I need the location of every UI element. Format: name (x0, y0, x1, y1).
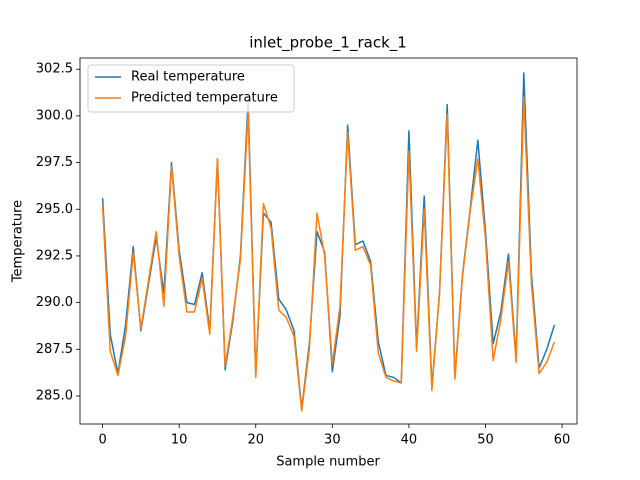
chart-title: inlet_probe_1_rack_1 (249, 34, 407, 53)
y-axis-label: Temperature (11, 200, 26, 283)
data-line (101, 96, 556, 412)
y-tick-label: 285.0 (36, 388, 73, 403)
legend-label: Predicted temperature (131, 91, 278, 106)
x-tick-label: 30 (324, 433, 341, 448)
x-tick-label: 10 (171, 433, 188, 448)
x-tick-label: 20 (247, 433, 264, 448)
x-tick-label: 60 (554, 433, 571, 448)
y-tick-label: 290.0 (36, 295, 73, 310)
y-tick-label: 297.5 (36, 155, 73, 170)
x-tick-label: 0 (98, 433, 106, 448)
y-tick-label: 295.0 (36, 202, 73, 217)
legend-box (87, 64, 295, 113)
x-tick-label: 40 (401, 433, 418, 448)
y-tick-label: 300.0 (36, 108, 73, 123)
y-tick-label: 292.5 (36, 248, 73, 263)
x-tick-label: 50 (477, 433, 494, 448)
x-axis-label: Sample number (276, 455, 380, 470)
legend-label: Real temperature (131, 70, 245, 85)
y-tick-label: 287.5 (36, 342, 73, 357)
y-tick-label: 302.5 (36, 62, 73, 77)
plot-frame (79, 57, 578, 425)
